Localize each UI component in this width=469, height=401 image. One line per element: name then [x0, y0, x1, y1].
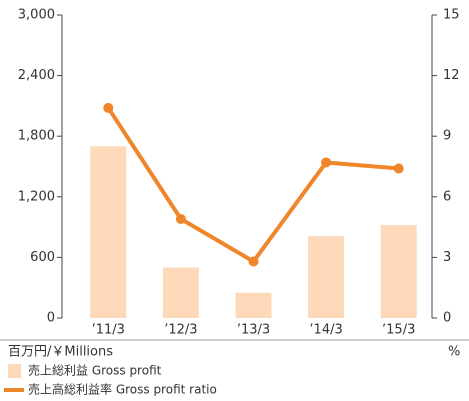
- x-tick-label: ’14/3: [309, 323, 342, 338]
- y-tick-label: 2,400: [18, 68, 55, 83]
- y2-tick-label: 0: [443, 311, 451, 326]
- y-tick-label: 3,000: [18, 8, 55, 23]
- bar: [308, 236, 345, 318]
- point: [321, 157, 332, 168]
- legend-label: 売上高総利益率 Gross profit ratio: [28, 382, 217, 397]
- y2-tick-label: 6: [443, 189, 451, 204]
- y-tick-label: 1,800: [18, 129, 55, 144]
- y2-tick-label: 9: [443, 129, 451, 144]
- point: [103, 102, 114, 113]
- point: [248, 256, 259, 267]
- y2-axis-label: %: [448, 345, 460, 360]
- y-axis-label: 百万円/￥Millions: [8, 345, 113, 360]
- y-tick-label: 1,200: [18, 189, 55, 204]
- line: [106, 106, 399, 265]
- bar: [162, 267, 199, 318]
- legend-swatch: [8, 364, 21, 378]
- y2-tick-label: 15: [443, 8, 460, 23]
- x-tick-label: ’12/3: [164, 323, 197, 338]
- y-tick-label: 600: [30, 250, 55, 265]
- x-tick-label: ’15/3: [382, 323, 415, 338]
- bar: [235, 292, 272, 318]
- x-tick-label: ’11/3: [92, 323, 125, 338]
- y2-tick-label: 12: [443, 68, 460, 83]
- bar: [380, 225, 417, 318]
- point: [175, 214, 186, 225]
- x-tick-label: ’13/3: [237, 323, 270, 338]
- bar: [90, 146, 127, 318]
- legend-label: 売上総利益 Gross profit: [28, 363, 162, 378]
- y-tick-label: 0: [47, 311, 55, 326]
- point: [393, 163, 404, 174]
- y2-tick-label: 3: [443, 250, 451, 265]
